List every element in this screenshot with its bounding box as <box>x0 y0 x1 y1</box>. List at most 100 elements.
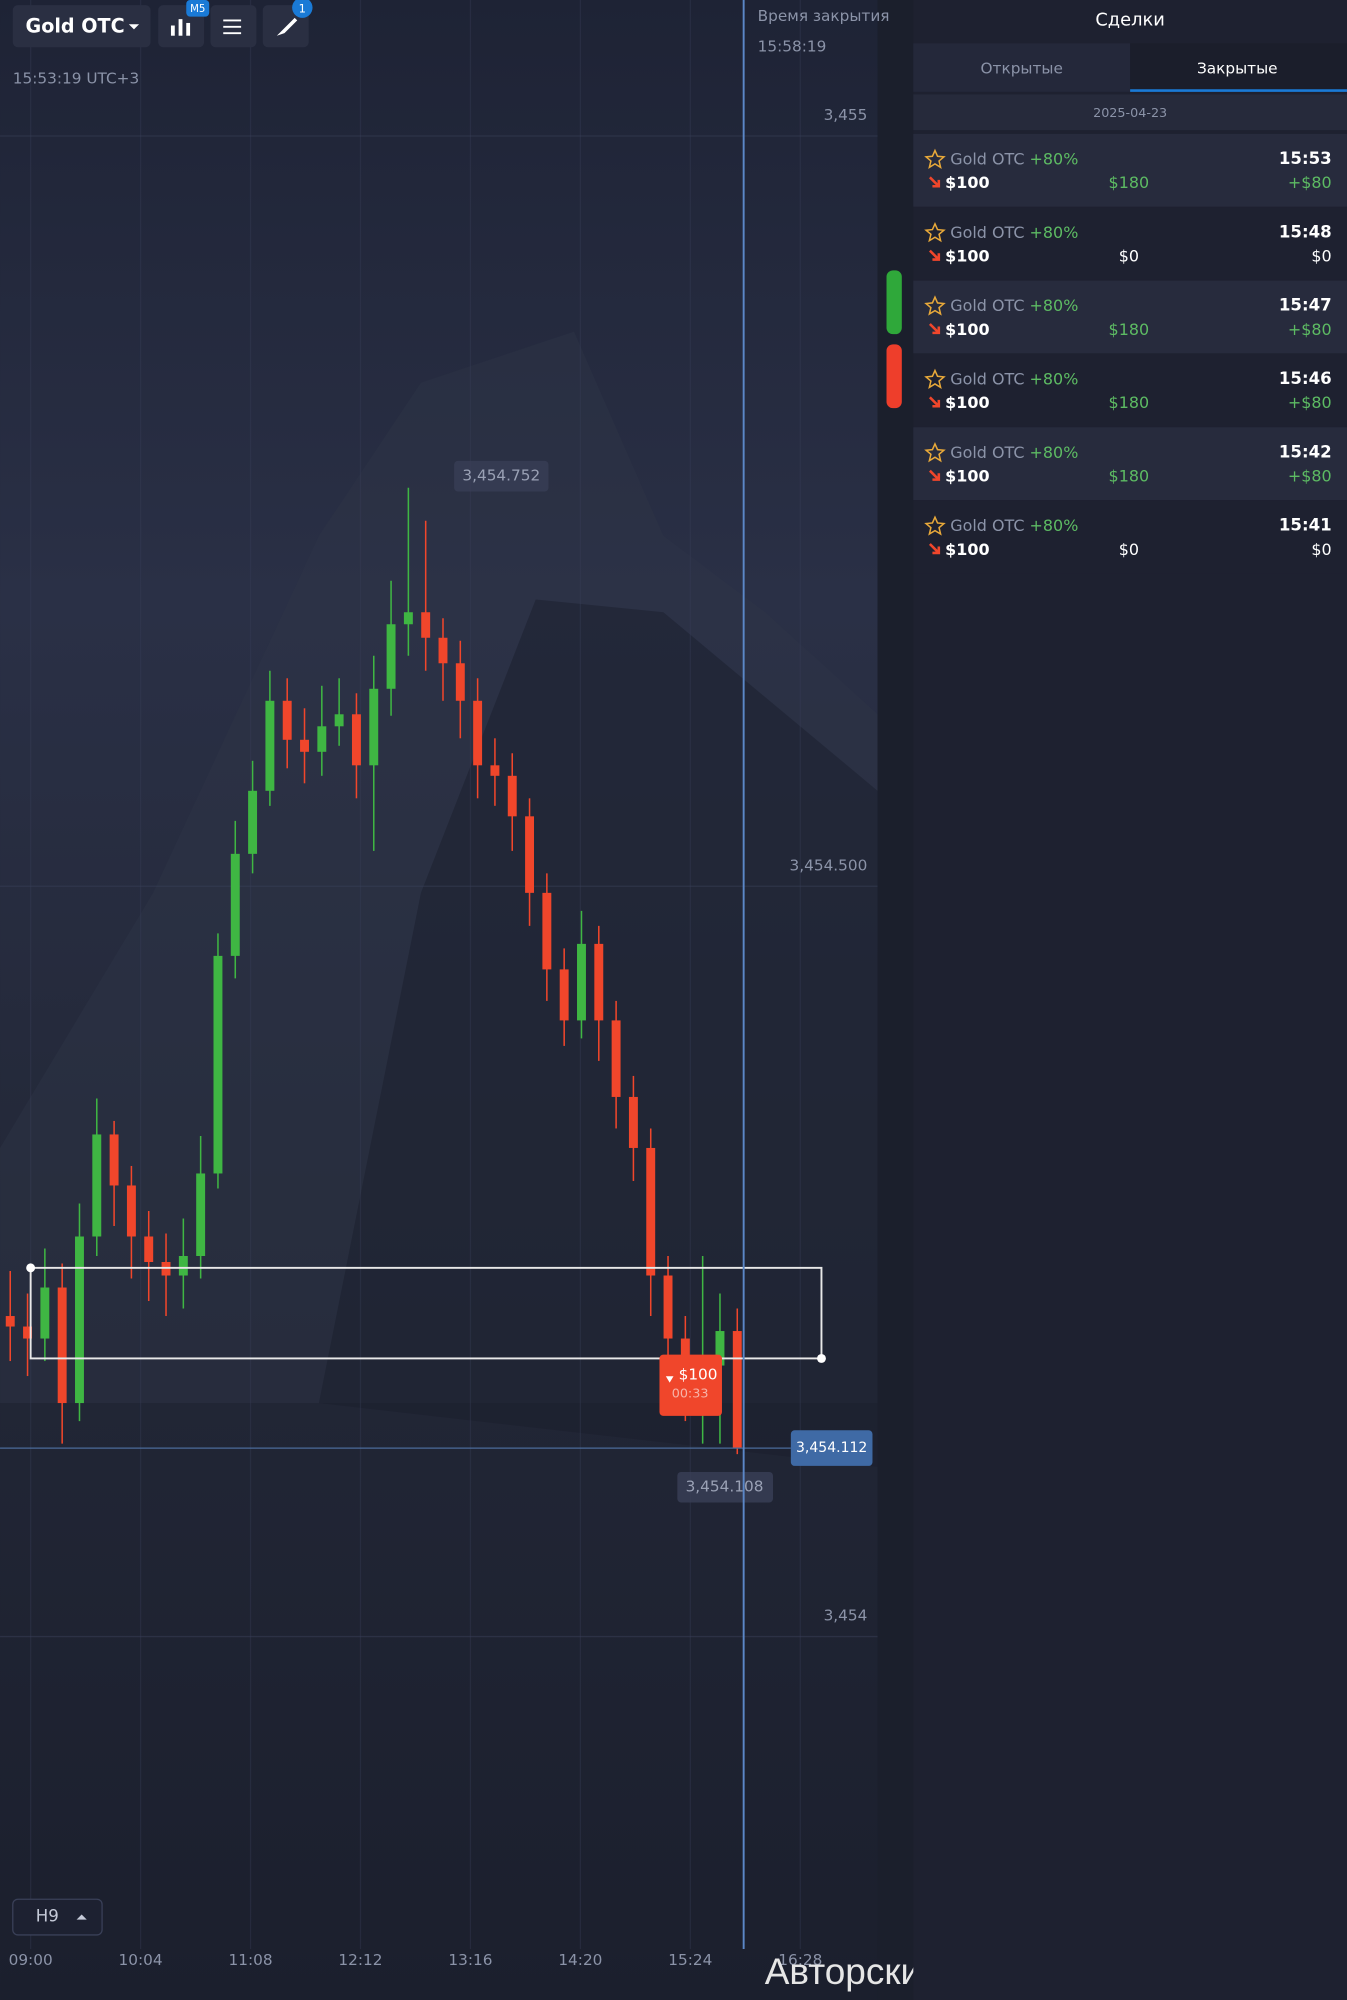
x-tick-label: 09:00 <box>9 1951 53 1969</box>
percent: +80% <box>1030 296 1079 315</box>
candle-body <box>144 1236 154 1263</box>
trade-profit: $0 <box>1311 540 1331 559</box>
trade-row[interactable] <box>913 427 1347 500</box>
badge <box>292 0 313 18</box>
candle-body <box>230 853 240 956</box>
trade-amount: $100 <box>945 540 989 559</box>
candle-body <box>178 1256 188 1276</box>
candle-body <box>351 714 361 766</box>
expiry-time: 15:58:19 <box>758 38 827 56</box>
trade-amount: $100 <box>945 467 989 486</box>
direction-icon <box>928 323 941 335</box>
candle-body <box>282 700 292 740</box>
sell-button[interactable] <box>886 344 902 409</box>
buy-button[interactable] <box>886 270 902 335</box>
tab-label: Закрытые <box>1197 59 1278 77</box>
trade-time: 15:46 <box>1279 369 1332 388</box>
handle[interactable] <box>26 1263 36 1273</box>
asset-selector[interactable] <box>12 5 151 48</box>
trade-payout: $180 <box>1109 173 1150 192</box>
candle-body <box>473 700 483 766</box>
candle-body <box>317 726 327 752</box>
icon <box>170 25 175 36</box>
trade-time: 15:47 <box>1279 296 1332 315</box>
x-tick-label: 11:08 <box>228 1951 272 1969</box>
trade-row[interactable] <box>913 280 1347 354</box>
trade-row[interactable] <box>913 207 1347 280</box>
asset: Gold OTC <box>950 516 1024 535</box>
candle-body <box>265 700 275 791</box>
candle-body <box>628 1096 638 1148</box>
caret <box>128 24 140 30</box>
price-tag <box>790 1430 873 1466</box>
trade-amount: $100 <box>945 173 989 192</box>
trade-asset: Gold OTC +80% <box>950 222 1078 241</box>
current-price-label: 3,454.112 <box>796 1440 867 1456</box>
tab-closed[interactable] <box>1130 43 1347 92</box>
trade-row[interactable] <box>913 133 1347 207</box>
trade-payout: $0 <box>1119 540 1139 559</box>
candle-body <box>126 1185 136 1237</box>
trade-row[interactable] <box>913 500 1347 574</box>
trade-amount: $100 <box>679 1366 718 1384</box>
star-icon <box>924 295 946 316</box>
trade-payout: $180 <box>1109 467 1150 486</box>
icon <box>186 22 191 36</box>
candle-body <box>92 1134 102 1237</box>
drawn-rectangle[interactable] <box>29 1266 823 1360</box>
percent: +80% <box>1030 369 1079 388</box>
candle-body <box>57 1287 67 1404</box>
candle-body <box>559 969 569 1021</box>
x-tick-label: 10:04 <box>119 1951 163 1969</box>
candle-body <box>5 1316 15 1327</box>
candle-body <box>300 739 309 752</box>
trade-asset: Gold OTC +80% <box>950 516 1078 535</box>
asset: Gold OTC <box>950 149 1024 168</box>
trade-profit: +$80 <box>1288 393 1332 412</box>
tab-open[interactable] <box>913 43 1131 92</box>
candle-body <box>75 1236 84 1404</box>
trade-marker[interactable] <box>659 1354 722 1416</box>
label-box <box>454 460 549 492</box>
trade-amount: $100 <box>945 320 989 339</box>
x-tick-label: 13:16 <box>448 1951 492 1969</box>
candle-body <box>334 714 344 727</box>
trade-timer: 00:33 <box>672 1387 709 1402</box>
direction-icon <box>928 396 941 408</box>
trade-asset: Gold OTC +80% <box>950 149 1078 168</box>
trade-row[interactable] <box>913 353 1347 427</box>
x-tick-label: 16:28 <box>778 1951 822 1969</box>
candle-body <box>507 775 517 817</box>
candle-body <box>40 1287 50 1339</box>
candle-body <box>594 943 604 1021</box>
direction-icon <box>928 249 941 261</box>
icon <box>223 19 242 35</box>
candle-body <box>732 1331 742 1449</box>
trade-asset: Gold OTC +80% <box>950 442 1078 461</box>
candle-body <box>490 765 500 776</box>
handle[interactable] <box>816 1353 826 1363</box>
clock: 15:53:19 UTC+3 <box>13 70 139 88</box>
asset-name: Gold OTC <box>26 14 125 37</box>
y-tick-label: 3,454.500 <box>790 856 868 874</box>
candle-body <box>421 612 431 638</box>
date-row <box>913 94 1347 131</box>
trade-asset: Gold OTC +80% <box>950 296 1078 315</box>
trade-time: 15:53 <box>1279 149 1332 168</box>
candle-body <box>213 955 223 1174</box>
y-tick-label: 3,455 <box>824 106 868 124</box>
candle-body <box>438 637 448 664</box>
panel-title: Сделки <box>1095 9 1165 30</box>
x-tick-label: 14:20 <box>558 1951 602 1969</box>
trade-time: 15:48 <box>1279 222 1332 241</box>
zoom-button[interactable] <box>12 1898 103 1936</box>
cursor-price-label: 3,454.108 <box>686 1478 764 1496</box>
y-tick-label: 3,454 <box>824 1607 868 1625</box>
direction-icon <box>928 176 941 188</box>
candle-body <box>577 943 586 1021</box>
trade-payout: $0 <box>1119 247 1139 266</box>
percent: +80% <box>1030 442 1079 461</box>
candle-body <box>403 612 413 625</box>
trade-payout: $180 <box>1109 320 1150 339</box>
